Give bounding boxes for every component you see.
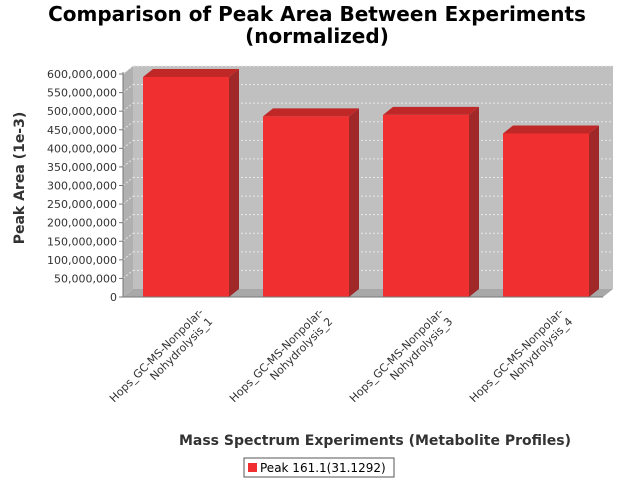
x-axis-label: Mass Spectrum Experiments (Metabolite Pr… bbox=[179, 433, 571, 449]
x-axis: Hops_GC-MS-Nonpolar-Nohydrolysis_1 Hops_G… bbox=[107, 296, 603, 414]
y-axis: 0 50,000,000 100,000,000 150,000,000 200,000… bbox=[47, 68, 124, 304]
bar bbox=[383, 106, 479, 297]
y-tick-label: 300,000,000 bbox=[47, 180, 117, 193]
bar-side bbox=[349, 108, 359, 298]
bar-top bbox=[263, 108, 359, 117]
bar-front bbox=[143, 76, 229, 298]
bar-side bbox=[469, 106, 479, 297]
plot-side-wall bbox=[123, 66, 133, 297]
x-tick-label-line: Hops_GC-MS-Nonpolar- bbox=[467, 306, 566, 405]
legend-swatch bbox=[248, 463, 257, 472]
bar-top bbox=[143, 68, 239, 77]
bar-top bbox=[503, 125, 599, 134]
y-tick-label: 550,000,000 bbox=[47, 87, 117, 100]
y-tick-label: 0 bbox=[110, 291, 117, 304]
bar-front bbox=[263, 116, 349, 298]
legend: Peak 161.1(31.1292) bbox=[243, 457, 395, 478]
bar-front bbox=[503, 133, 589, 297]
y-tick-label: 400,000,000 bbox=[47, 142, 117, 155]
bar bbox=[143, 68, 239, 298]
y-tick-label: 500,000,000 bbox=[47, 105, 117, 118]
bar-top bbox=[383, 106, 479, 115]
bar-front bbox=[383, 114, 469, 297]
x-tick-label-line: Hops_GC-MS-Nonpolar- bbox=[227, 306, 326, 405]
bar-series bbox=[143, 68, 599, 298]
y-tick-label: 100,000,000 bbox=[47, 254, 117, 267]
legend-entry: Peak 161.1(31.1292) bbox=[260, 461, 386, 475]
y-tick-label: 150,000,000 bbox=[47, 235, 117, 248]
bar-side bbox=[589, 125, 599, 297]
y-tick-label: 350,000,000 bbox=[47, 161, 117, 174]
x-tick-label: Hops_GC-MS-Nonpolar-Nohydrolysis_3 bbox=[347, 306, 455, 414]
plot-floor bbox=[123, 289, 613, 297]
x-tick-label-line: Hops_GC-MS-Nonpolar- bbox=[107, 306, 206, 405]
chart-subtitle: (normalized) bbox=[245, 24, 389, 48]
x-tick-label: Hops_GC-MS-Nonpolar-Nohydrolysis_4 bbox=[467, 306, 575, 414]
legend-box bbox=[243, 457, 395, 478]
y-tick-label: 200,000,000 bbox=[47, 217, 117, 230]
x-tick-label-line: Hops_GC-MS-Nonpolar- bbox=[347, 306, 446, 405]
y-tick-label: 250,000,000 bbox=[47, 198, 117, 211]
y-tick-label: 50,000,000 bbox=[54, 272, 117, 285]
x-tick-label: Hops_GC-MS-Nonpolar-Nohydrolysis_2 bbox=[227, 306, 335, 414]
chart-title: Comparison of Peak Area Between Experime… bbox=[48, 2, 586, 26]
bar bbox=[503, 125, 599, 297]
y-axis-label: Peak Area (1e-3) bbox=[12, 112, 28, 245]
x-tick-label: Hops_GC-MS-Nonpolar-Nohydrolysis_1 bbox=[107, 306, 215, 414]
bar-side bbox=[229, 68, 239, 298]
bar bbox=[263, 108, 359, 298]
y-tick-label: 450,000,000 bbox=[47, 124, 117, 137]
y-tick-label: 600,000,000 bbox=[47, 68, 117, 81]
